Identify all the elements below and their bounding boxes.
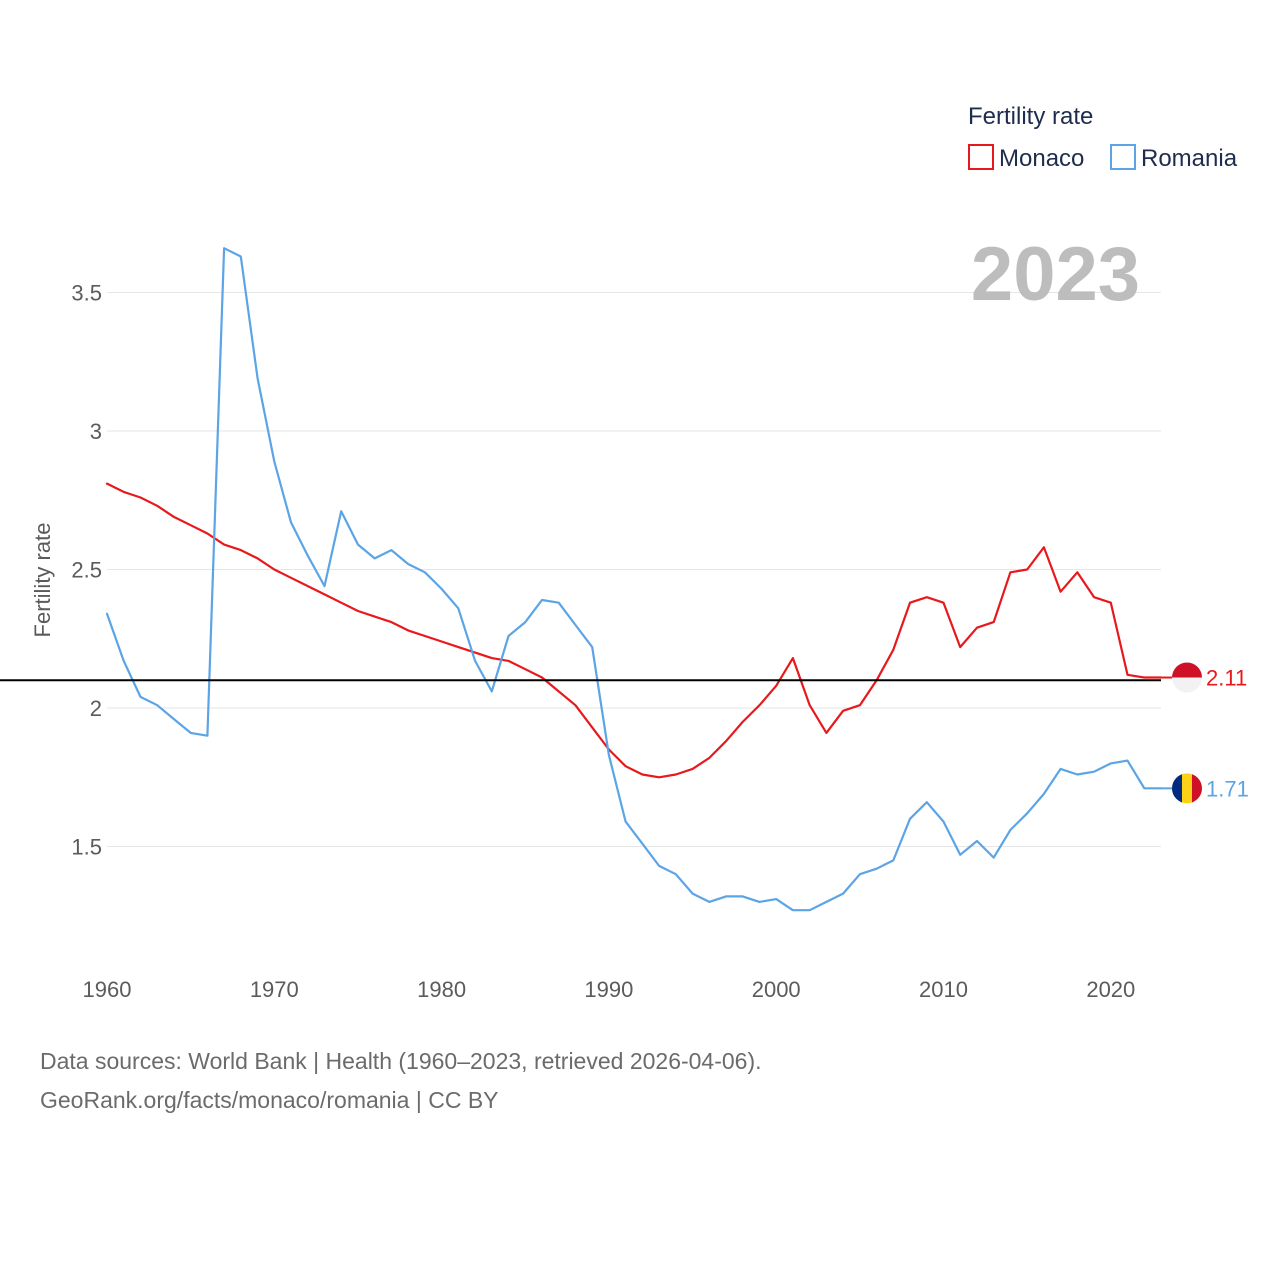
legend-label-monaco: Monaco [999,145,1084,172]
source-url: GeoRank.org/facts/monaco/romania | CC BY [40,1087,499,1113]
legend-label-romania: Romania [1141,145,1238,172]
series-line-monaco [105,482,1163,779]
series-line-romania [105,247,1163,912]
legend: Fertility rate Monaco Romania [968,103,1238,172]
y-axis: 1.5 2 2.5 3 3.5 [71,281,102,860]
x-tick-label: 1990 [584,977,633,1002]
y-tick-label: 3 [90,419,102,444]
x-tick-label: 1980 [417,977,466,1002]
legend-swatch-monaco [968,144,994,170]
romania-flag-icon [1172,773,1202,804]
y-tick-label: 1.5 [71,835,102,860]
x-tick-label: 2020 [1086,977,1135,1002]
monaco-flag-icon [1172,662,1202,693]
x-axis: 1960 1970 1980 1990 2000 2010 2020 [83,977,1136,1002]
legend-swatch-romania [1110,144,1136,170]
x-tick-label: 1970 [250,977,299,1002]
x-tick-label: 1960 [83,977,132,1002]
monaco-end-value: 2.11 [1206,666,1247,691]
year-label: 2023 [971,232,1140,317]
grid-layer [107,292,1161,847]
source-note: Data sources: World Bank | Health (1960–… [40,1048,762,1074]
y-tick-label: 2.5 [71,558,102,583]
romania-end-value: 1.71 [1206,776,1249,801]
y-axis-title: Fertility rate [30,523,55,638]
x-tick-label: 2000 [752,977,801,1002]
series-lines [105,247,1172,912]
y-tick-label: 3.5 [71,281,102,306]
legend-title: Fertility rate [968,103,1093,130]
x-tick-label: 2010 [919,977,968,1002]
y-tick-label: 2 [90,696,102,721]
